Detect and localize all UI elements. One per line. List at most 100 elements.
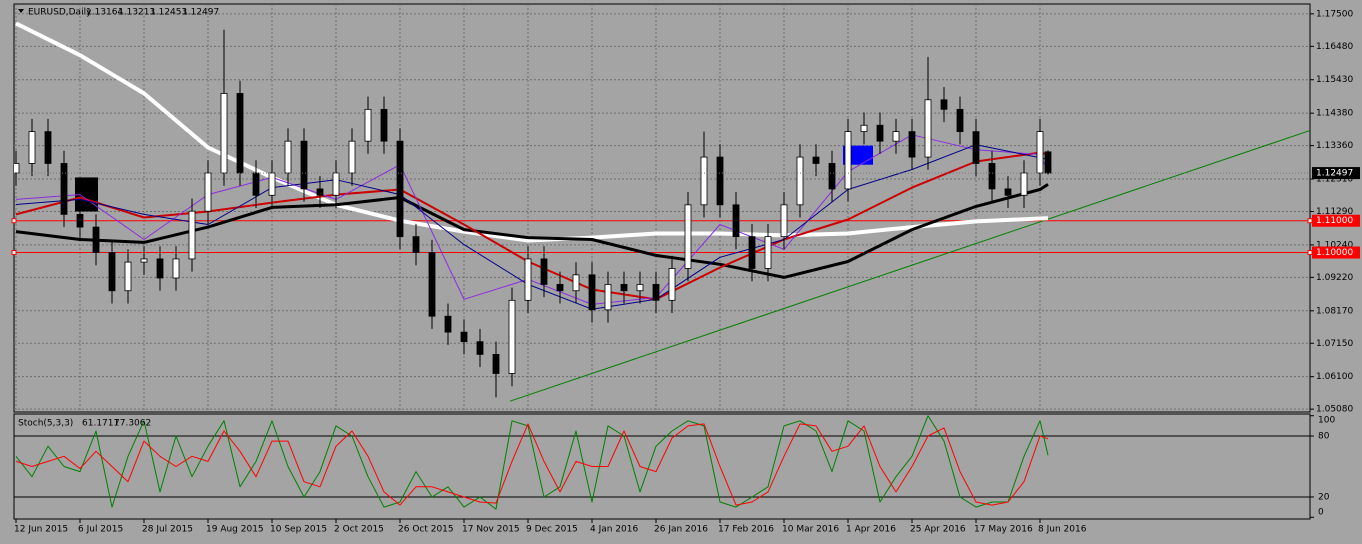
y-tick-label: 100: [1318, 416, 1335, 426]
candle-body: [828, 163, 836, 190]
candle-body: [716, 156, 724, 206]
candle-body: [364, 108, 372, 142]
candle-body: [332, 172, 340, 196]
line-series: [15, 183, 1049, 279]
menu-arrow[interactable]: [18, 9, 24, 13]
candle-body: [492, 353, 500, 374]
line-series: [15, 415, 1049, 510]
candle-body: [60, 163, 68, 215]
y-tick-label: 1.11290: [1316, 207, 1353, 217]
x-tick-label: 25 Apr 2016: [910, 525, 966, 535]
x-tick-label: 8 Jun 2016: [1038, 525, 1087, 535]
line-series: [15, 423, 1049, 506]
candle-body: [220, 93, 228, 174]
trendline: [509, 129, 1310, 402]
candle-body: [268, 172, 276, 196]
oscillator-panel: [13, 413, 1311, 520]
candle-body: [316, 188, 324, 196]
candle-body: [188, 210, 196, 260]
y-tick-label: 20: [1318, 492, 1330, 502]
candle-body: [780, 204, 788, 238]
level-marker: [11, 218, 17, 224]
x-tick-label: 10 Sep 2015: [270, 525, 327, 535]
candle-body: [284, 140, 292, 174]
open-value: 1.13164: [86, 8, 123, 18]
x-tick-label: 1 Apr 2016: [846, 525, 896, 535]
candle-body: [28, 131, 36, 164]
candle-body: [796, 156, 804, 206]
candle-body: [588, 274, 596, 311]
candle-body: [844, 131, 852, 190]
oscillator-title: Stoch(5,3,3): [18, 419, 73, 429]
candle-body: [412, 236, 420, 253]
level-tag: [1312, 246, 1360, 259]
oscillator-plot: [14, 415, 1310, 510]
candle-body: [108, 252, 116, 292]
candle-body: [300, 140, 308, 190]
candle-body: [764, 236, 772, 269]
x-tick-label: 19 Aug 2015: [206, 525, 264, 535]
current-price-label: 1.12497: [1316, 169, 1353, 179]
candle-body: [700, 156, 708, 206]
candle-body: [124, 261, 132, 292]
candle-body: [988, 163, 996, 190]
y-tick-label: 1.05080: [1316, 405, 1353, 415]
x-tick-label: 17 May 2016: [974, 525, 1033, 535]
y-tick-label: 0: [1318, 508, 1324, 518]
y-tick-label: 1.09220: [1316, 273, 1353, 283]
x-tick-label: 10 Mar 2016: [782, 525, 839, 535]
candle-body: [204, 172, 212, 212]
candle-body: [540, 258, 548, 285]
y-tick-label: 1.10240: [1316, 240, 1353, 250]
candle-body: [876, 124, 884, 142]
candle-body: [620, 283, 628, 292]
x-tick-label: 2 Oct 2015: [334, 525, 384, 535]
candle-body: [348, 140, 356, 174]
candle-body: [652, 283, 660, 301]
candle-body: [236, 93, 244, 174]
x-tick-label: 9 Dec 2015: [526, 525, 578, 535]
candle-body: [556, 283, 564, 292]
level-marker: [11, 250, 17, 256]
close-value: 1.12497: [182, 8, 219, 18]
candle-body: [732, 204, 740, 238]
y-tick-label: 80: [1318, 432, 1330, 442]
axes: 1.17500 1.16480 1.15430 1.14380 1.13360 1.123…: [11, 9, 1360, 535]
level-label: 1.10000: [1316, 248, 1353, 258]
x-tick-label: 26 Oct 2015: [398, 525, 454, 535]
stoch-signal-value: 77.3062: [114, 419, 151, 429]
y-tick-label: 1.06100: [1316, 372, 1353, 382]
low-value: 1.12453: [150, 8, 187, 18]
candle-body: [924, 99, 932, 158]
candle-body: [892, 131, 900, 142]
candle-body: [956, 108, 964, 133]
candle-body: [636, 283, 644, 292]
candle-body: [940, 99, 948, 110]
y-tick-label: 1.08170: [1316, 306, 1353, 316]
candle-body: [172, 258, 180, 279]
candle-body: [444, 315, 452, 333]
x-tick-label: 17 Nov 2015: [462, 525, 520, 535]
level-tag: [1312, 214, 1360, 227]
y-tick-label: 1.13360: [1316, 141, 1353, 151]
candle-body: [460, 331, 468, 343]
candle-body: [668, 268, 676, 301]
candle-body: [140, 258, 148, 263]
candle-body: [428, 252, 436, 317]
y-tick-label: 1.07150: [1316, 339, 1353, 349]
candle-body: [748, 236, 756, 269]
candle-body: [476, 341, 484, 355]
candle-body: [572, 274, 580, 292]
y-tick-label: 1.12310: [1316, 175, 1353, 185]
x-tick-label: 6 Jul 2015: [78, 525, 123, 535]
y-tick-label: 1.16480: [1316, 42, 1353, 52]
x-tick-label: 12 Jun 2015: [14, 525, 68, 535]
candle-body: [1036, 131, 1044, 174]
candle-body: [44, 131, 52, 164]
stoch-main-value: 61.1711: [82, 419, 119, 429]
candle-body: [1004, 188, 1012, 196]
level-marker: [1307, 218, 1313, 224]
level-marker: [1307, 250, 1313, 256]
x-tick-label: 28 Jul 2015: [142, 525, 193, 535]
candle-body: [156, 258, 164, 279]
